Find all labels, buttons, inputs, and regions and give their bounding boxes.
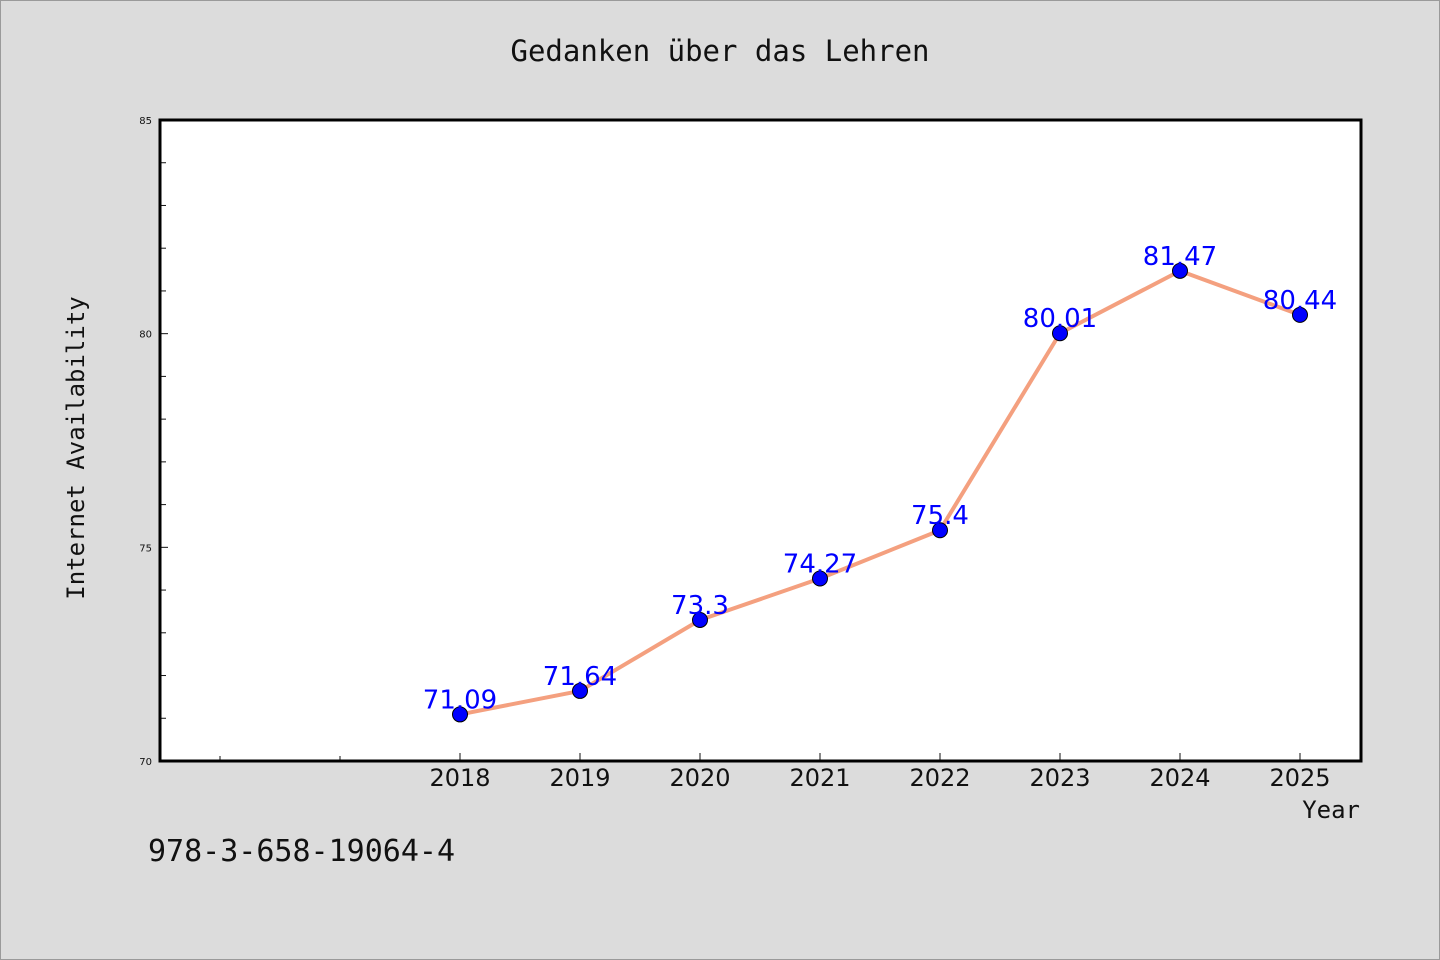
data-point xyxy=(692,611,708,628)
x-tick-label: 2021 xyxy=(789,764,850,792)
x-tick-label: 2024 xyxy=(1149,764,1210,792)
series-line xyxy=(458,268,1302,717)
plot-area xyxy=(160,120,1361,761)
x-tick-label: 2025 xyxy=(1269,764,1330,792)
plot-border xyxy=(158,118,1363,763)
data-point xyxy=(1172,262,1188,279)
x-tick-label: 2023 xyxy=(1029,764,1090,792)
y-tick-label: 75 xyxy=(139,543,152,554)
data-label: 81.47 xyxy=(1143,242,1217,272)
y-tick-label: 85 xyxy=(139,116,152,127)
data-point xyxy=(572,682,588,699)
data-label: 71.64 xyxy=(543,662,617,692)
chart-title: Gedanken über das Lehren xyxy=(510,34,930,68)
x-tick-label: 2020 xyxy=(669,764,730,792)
data-label: 71.09 xyxy=(423,685,497,715)
data-label: 80.01 xyxy=(1023,304,1097,334)
y-tick-label: 80 xyxy=(139,330,152,341)
data-point xyxy=(932,522,948,539)
data-point xyxy=(452,706,468,723)
data-label: 73.3 xyxy=(671,591,729,621)
isbn-text: 978-3-658-19064-4 xyxy=(148,834,456,869)
data-point xyxy=(1052,325,1068,342)
data-label: 75.4 xyxy=(911,501,969,531)
y-tick-label: 70 xyxy=(139,757,152,768)
data-point xyxy=(1292,306,1308,323)
x-tick-label: 2022 xyxy=(909,764,970,792)
x-tick-label: 2018 xyxy=(429,764,490,792)
x-axis-label: Year xyxy=(1302,796,1360,824)
x-tick-label: 2019 xyxy=(549,764,610,792)
data-label: 74.27 xyxy=(783,550,857,580)
data-label: 80.44 xyxy=(1263,286,1337,316)
data-point xyxy=(812,570,828,587)
